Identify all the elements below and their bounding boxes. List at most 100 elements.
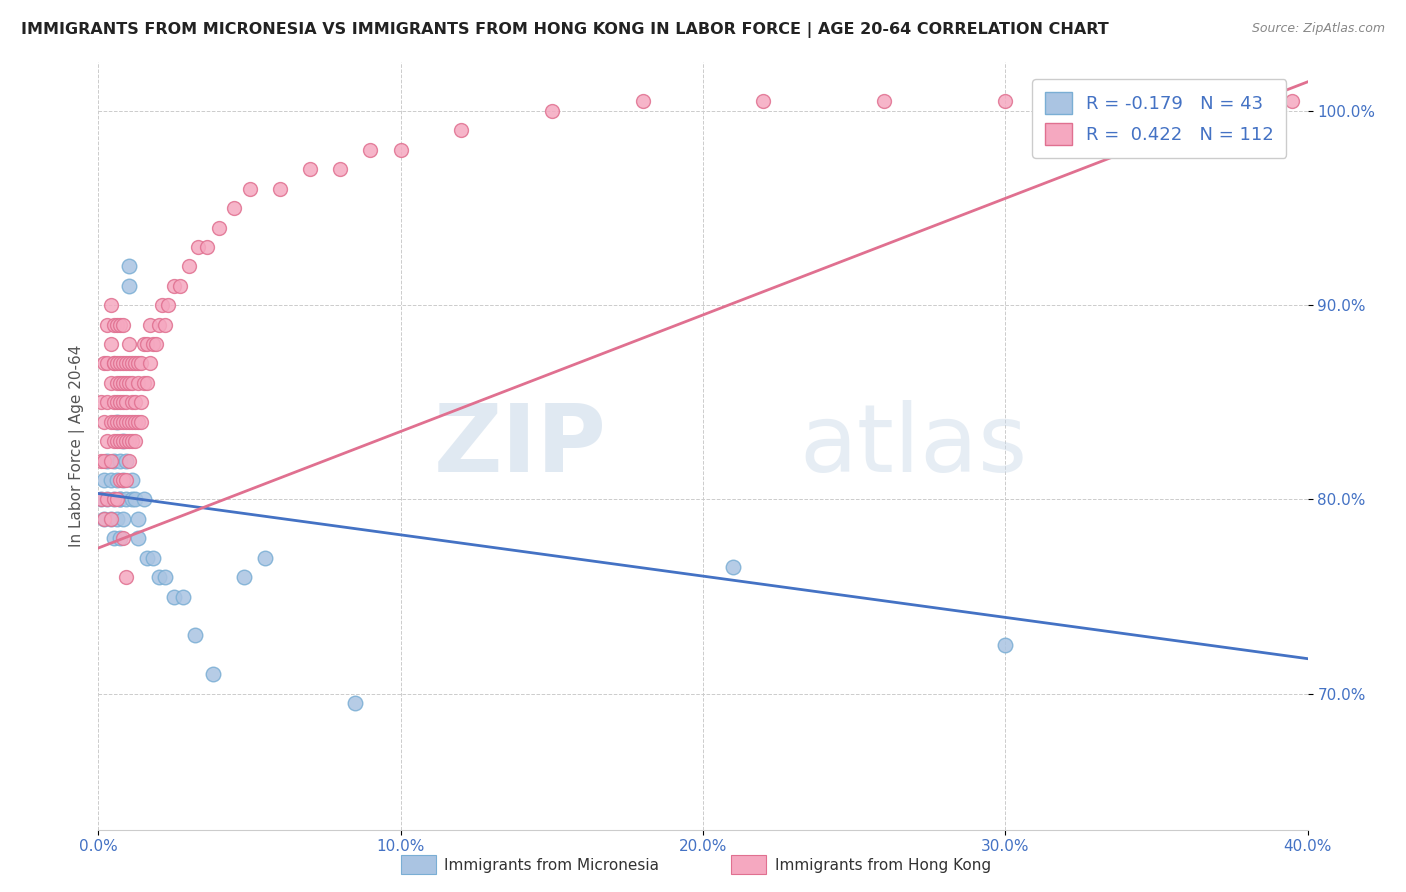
Point — [129, 415, 152, 429]
Point — [93, 512, 115, 526]
Point — [114, 453, 136, 467]
Y-axis label: In Labor Force | Age 20-64: In Labor Force | Age 20-64 — [69, 345, 84, 547]
Point — [108, 415, 131, 429]
Point — [1251, 95, 1274, 109]
Point — [127, 415, 149, 429]
Point — [329, 162, 352, 177]
Point — [150, 298, 173, 312]
Point — [96, 492, 118, 507]
Point — [111, 531, 134, 545]
Point — [139, 356, 162, 370]
Point — [184, 628, 207, 642]
Point — [195, 240, 218, 254]
Point — [127, 512, 149, 526]
Point — [108, 376, 131, 390]
Point — [96, 434, 118, 449]
Point — [135, 337, 157, 351]
Point — [124, 434, 146, 449]
Point — [172, 590, 194, 604]
Point — [540, 103, 562, 118]
Point — [111, 473, 134, 487]
Point — [90, 492, 112, 507]
Point — [103, 453, 125, 467]
Point — [129, 395, 152, 409]
Text: Immigrants from Micronesia: Immigrants from Micronesia — [444, 858, 659, 872]
Point — [103, 531, 125, 545]
Text: IMMIGRANTS FROM MICRONESIA VS IMMIGRANTS FROM HONG KONG IN LABOR FORCE | AGE 20-: IMMIGRANTS FROM MICRONESIA VS IMMIGRANTS… — [21, 22, 1109, 38]
Point — [994, 638, 1017, 652]
Point — [121, 492, 143, 507]
Point — [111, 356, 134, 370]
Point — [114, 415, 136, 429]
Point — [105, 376, 128, 390]
Point — [118, 260, 141, 274]
Point — [118, 376, 141, 390]
Point — [103, 415, 125, 429]
Point — [96, 356, 118, 370]
Point — [103, 395, 125, 409]
Point — [103, 434, 125, 449]
Point — [169, 278, 191, 293]
Point — [118, 337, 141, 351]
Point — [105, 473, 128, 487]
Point — [103, 492, 125, 507]
Point — [156, 298, 179, 312]
Point — [187, 240, 209, 254]
Point — [142, 550, 165, 565]
Point — [108, 453, 131, 467]
Text: Immigrants from Hong Kong: Immigrants from Hong Kong — [775, 858, 991, 872]
Point — [873, 95, 896, 109]
Point — [129, 356, 152, 370]
Point — [132, 492, 155, 507]
Point — [108, 318, 131, 332]
Point — [631, 95, 654, 109]
Point — [344, 696, 367, 710]
Point — [111, 473, 134, 487]
Point — [111, 434, 134, 449]
Point — [994, 95, 1017, 109]
Point — [108, 356, 131, 370]
Point — [114, 473, 136, 487]
Point — [90, 453, 112, 467]
Point — [105, 356, 128, 370]
Point — [142, 337, 165, 351]
Point — [111, 376, 134, 390]
Text: ZIP: ZIP — [433, 400, 606, 492]
Point — [145, 337, 167, 351]
Point — [114, 570, 136, 584]
Point — [96, 395, 118, 409]
Point — [121, 356, 143, 370]
Point — [1236, 95, 1258, 109]
Point — [103, 318, 125, 332]
Point — [108, 473, 131, 487]
Point — [723, 560, 745, 574]
Legend: R = -0.179   N = 43, R =  0.422   N = 112: R = -0.179 N = 43, R = 0.422 N = 112 — [1032, 79, 1286, 158]
Point — [202, 667, 225, 681]
Point — [121, 415, 143, 429]
Point — [124, 356, 146, 370]
Point — [148, 318, 170, 332]
Point — [100, 337, 122, 351]
Point — [114, 376, 136, 390]
Point — [118, 415, 141, 429]
Point — [108, 492, 131, 507]
Point — [108, 434, 131, 449]
Point — [105, 415, 128, 429]
Point — [114, 492, 136, 507]
Point — [124, 415, 146, 429]
Point — [108, 492, 131, 507]
Point — [153, 570, 176, 584]
Point — [114, 434, 136, 449]
Point — [111, 395, 134, 409]
Point — [1281, 95, 1303, 109]
Text: atlas: atlas — [800, 400, 1028, 492]
Point — [163, 278, 186, 293]
Point — [111, 434, 134, 449]
Point — [93, 415, 115, 429]
Point — [100, 512, 122, 526]
Point — [105, 395, 128, 409]
Point — [139, 318, 162, 332]
Point — [121, 473, 143, 487]
Point — [135, 550, 157, 565]
Point — [111, 415, 134, 429]
